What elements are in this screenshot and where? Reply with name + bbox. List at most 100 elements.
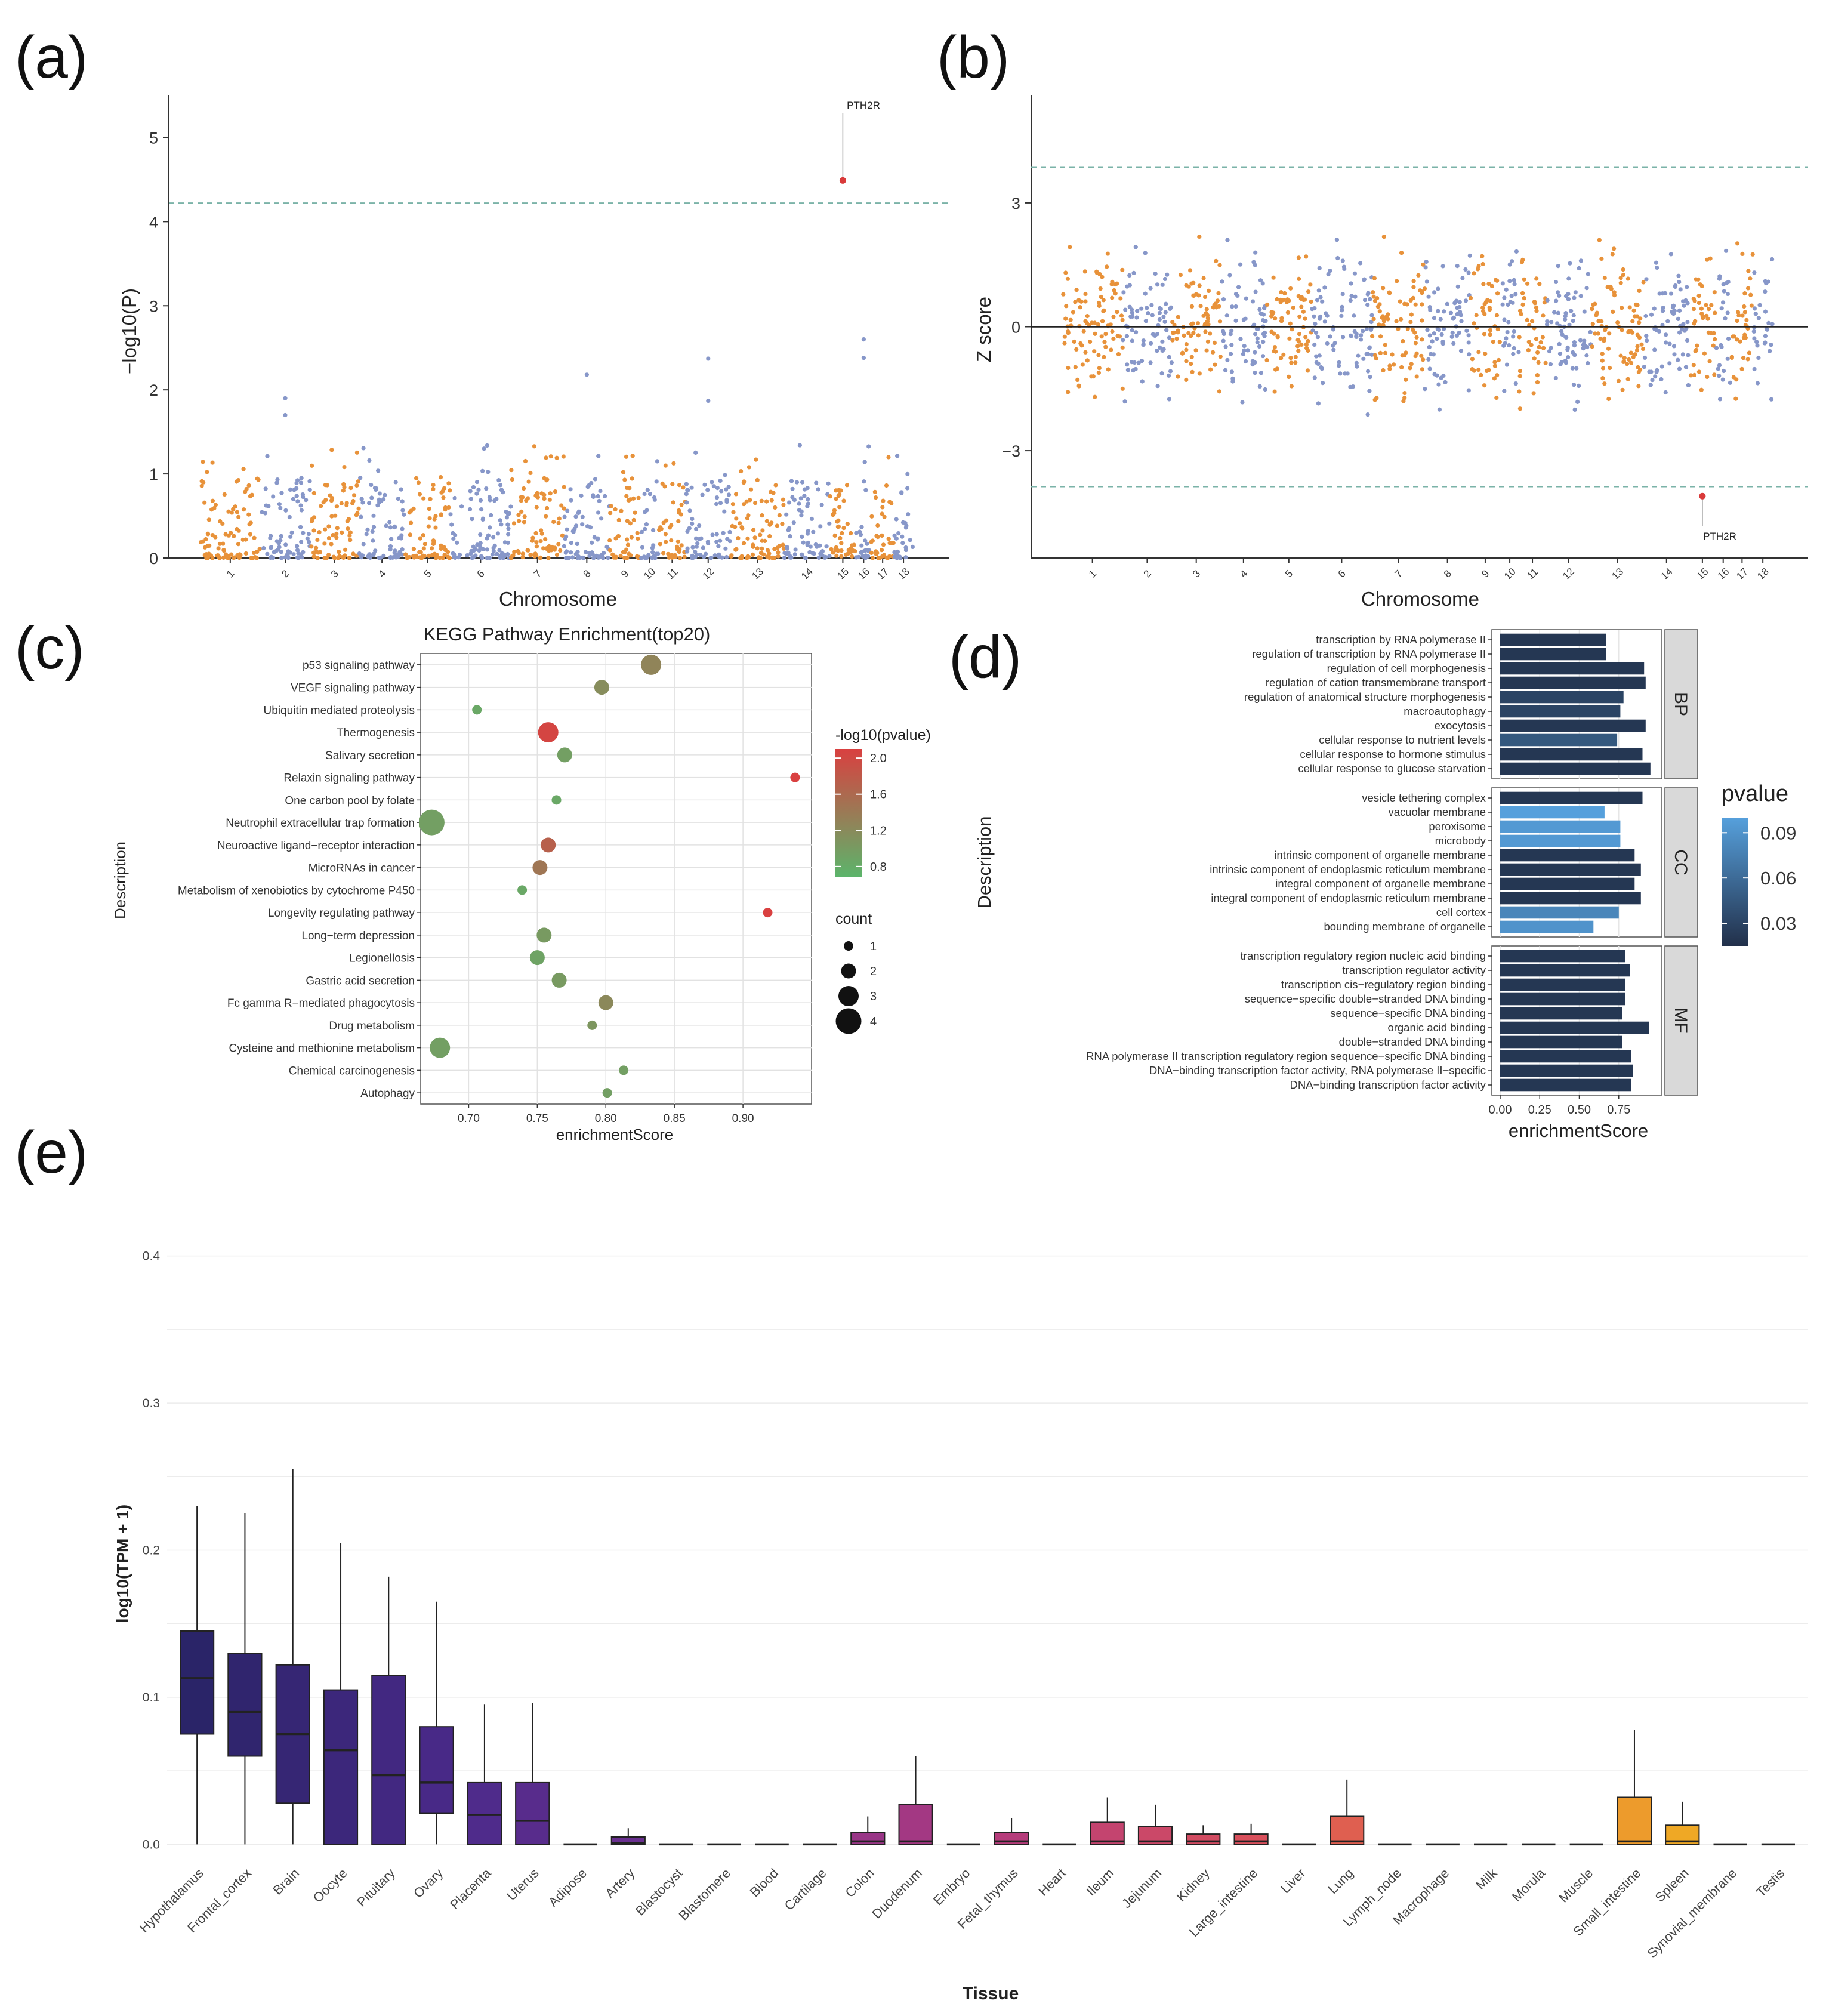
go-term-bar (1500, 834, 1621, 847)
zscore-point (1670, 304, 1676, 309)
manhattan-point (671, 500, 675, 505)
manhattan-point (437, 556, 442, 560)
manhattan-point (367, 553, 372, 557)
manhattan-point (465, 553, 470, 558)
manhattan-point (862, 479, 866, 484)
zscore-point (1549, 346, 1553, 350)
manhattan-point (277, 502, 282, 507)
manhattan-point (400, 547, 405, 552)
zscore-point (1167, 397, 1171, 402)
manhattan-point (241, 507, 246, 512)
zscore-point (1184, 347, 1189, 352)
manhattan-point (679, 543, 684, 548)
zscore-point (1257, 384, 1262, 389)
zscore-point (1559, 360, 1564, 365)
manhattan-point (862, 460, 867, 464)
manhattan-point (209, 507, 214, 512)
tissue-label: Artery (602, 1866, 637, 1901)
zscore-point (1218, 355, 1223, 359)
zscore-point (1541, 313, 1546, 318)
zscore-point (1312, 375, 1317, 380)
zscore-point (1072, 339, 1076, 344)
panel-e-x-axis-title: Tissue (963, 1984, 1019, 2003)
zscore-point (1297, 314, 1302, 319)
manhattan-point (797, 501, 801, 506)
zscore-point (1680, 327, 1685, 332)
panel-b-x-tick-label: 12 (1560, 566, 1577, 582)
manhattan-point (335, 556, 341, 560)
manhattan-point (682, 554, 687, 559)
manhattan-point (333, 513, 338, 518)
zscore-point (1726, 337, 1731, 341)
zscore-point (1518, 309, 1523, 313)
zscore-point (1474, 313, 1479, 317)
zscore-point (1573, 290, 1578, 295)
zscore-point (1096, 322, 1100, 327)
zscore-point (1371, 294, 1376, 299)
go-term-bar (1500, 992, 1625, 1006)
zscore-point (1629, 360, 1634, 365)
go-term-bar (1500, 950, 1625, 963)
zscore-point (1359, 333, 1364, 338)
manhattan-point (538, 556, 542, 560)
manhattan-point (739, 554, 744, 559)
tissue-box (994, 1832, 1029, 1845)
manhattan-point (876, 556, 881, 560)
zscore-point (1080, 362, 1085, 367)
zscore-point (1413, 302, 1418, 307)
zscore-point (1599, 256, 1604, 261)
manhattan-point (880, 511, 884, 516)
panel-a-x-tick-label: 14 (799, 566, 815, 582)
zscore-point (1482, 383, 1487, 388)
tissue-label: Muscle (1556, 1866, 1596, 1906)
zscore-point (1146, 311, 1150, 316)
zscore-point (1290, 327, 1294, 332)
zscore-point (1593, 331, 1597, 336)
tissue-boxplot-panel: Tissue log10(TPM + 1) 0.00.10.20.30.4Hyp… (113, 1250, 1808, 2003)
manhattan-point (589, 480, 594, 486)
manhattan-point (548, 454, 553, 459)
manhattan-point (659, 526, 664, 531)
manhattan-point (488, 525, 492, 530)
zscore-point (1427, 333, 1432, 338)
zscore-point (1628, 350, 1633, 355)
tissue-box (371, 1675, 406, 1845)
zscore-point (1318, 295, 1323, 300)
zscore-point (1663, 390, 1668, 395)
zscore-point (1575, 399, 1580, 405)
manhattan-point (431, 553, 436, 557)
zscore-point (1131, 270, 1136, 275)
zscore-point (1310, 328, 1315, 333)
zscore-point (1121, 338, 1125, 343)
manhattan-point (741, 541, 747, 545)
panel-b-x-tick-label: 4 (1238, 568, 1250, 579)
zscore-point (1705, 257, 1710, 262)
zscore-point (1189, 362, 1193, 366)
zscore-point (1463, 267, 1468, 272)
tissue-label: Duodenum (869, 1866, 925, 1922)
manhattan-point (442, 545, 447, 550)
manhattan-point (805, 486, 810, 491)
manhattan-point (357, 551, 362, 556)
zscore-point (1432, 290, 1437, 295)
zscore-point (1571, 383, 1577, 387)
manhattan-point (781, 546, 786, 551)
zscore-point (1272, 389, 1277, 394)
zscore-point (1534, 305, 1539, 310)
manhattan-point (608, 511, 613, 516)
zscore-point (1094, 270, 1099, 275)
manhattan-point (562, 514, 567, 519)
zscore-point (1470, 357, 1475, 362)
manhattan-point (622, 555, 627, 560)
zscore-point (1381, 235, 1386, 239)
zscore-point (1699, 387, 1704, 392)
zscore-point (1112, 288, 1116, 293)
zscore-point (1639, 342, 1644, 347)
zscore-point (1078, 305, 1082, 310)
zscore-point (1476, 264, 1481, 269)
zscore-point (1437, 407, 1442, 412)
manhattan-point (714, 495, 720, 500)
manhattan-point (469, 548, 474, 553)
zscore-point (1744, 317, 1749, 323)
zscore-point (1719, 343, 1723, 348)
